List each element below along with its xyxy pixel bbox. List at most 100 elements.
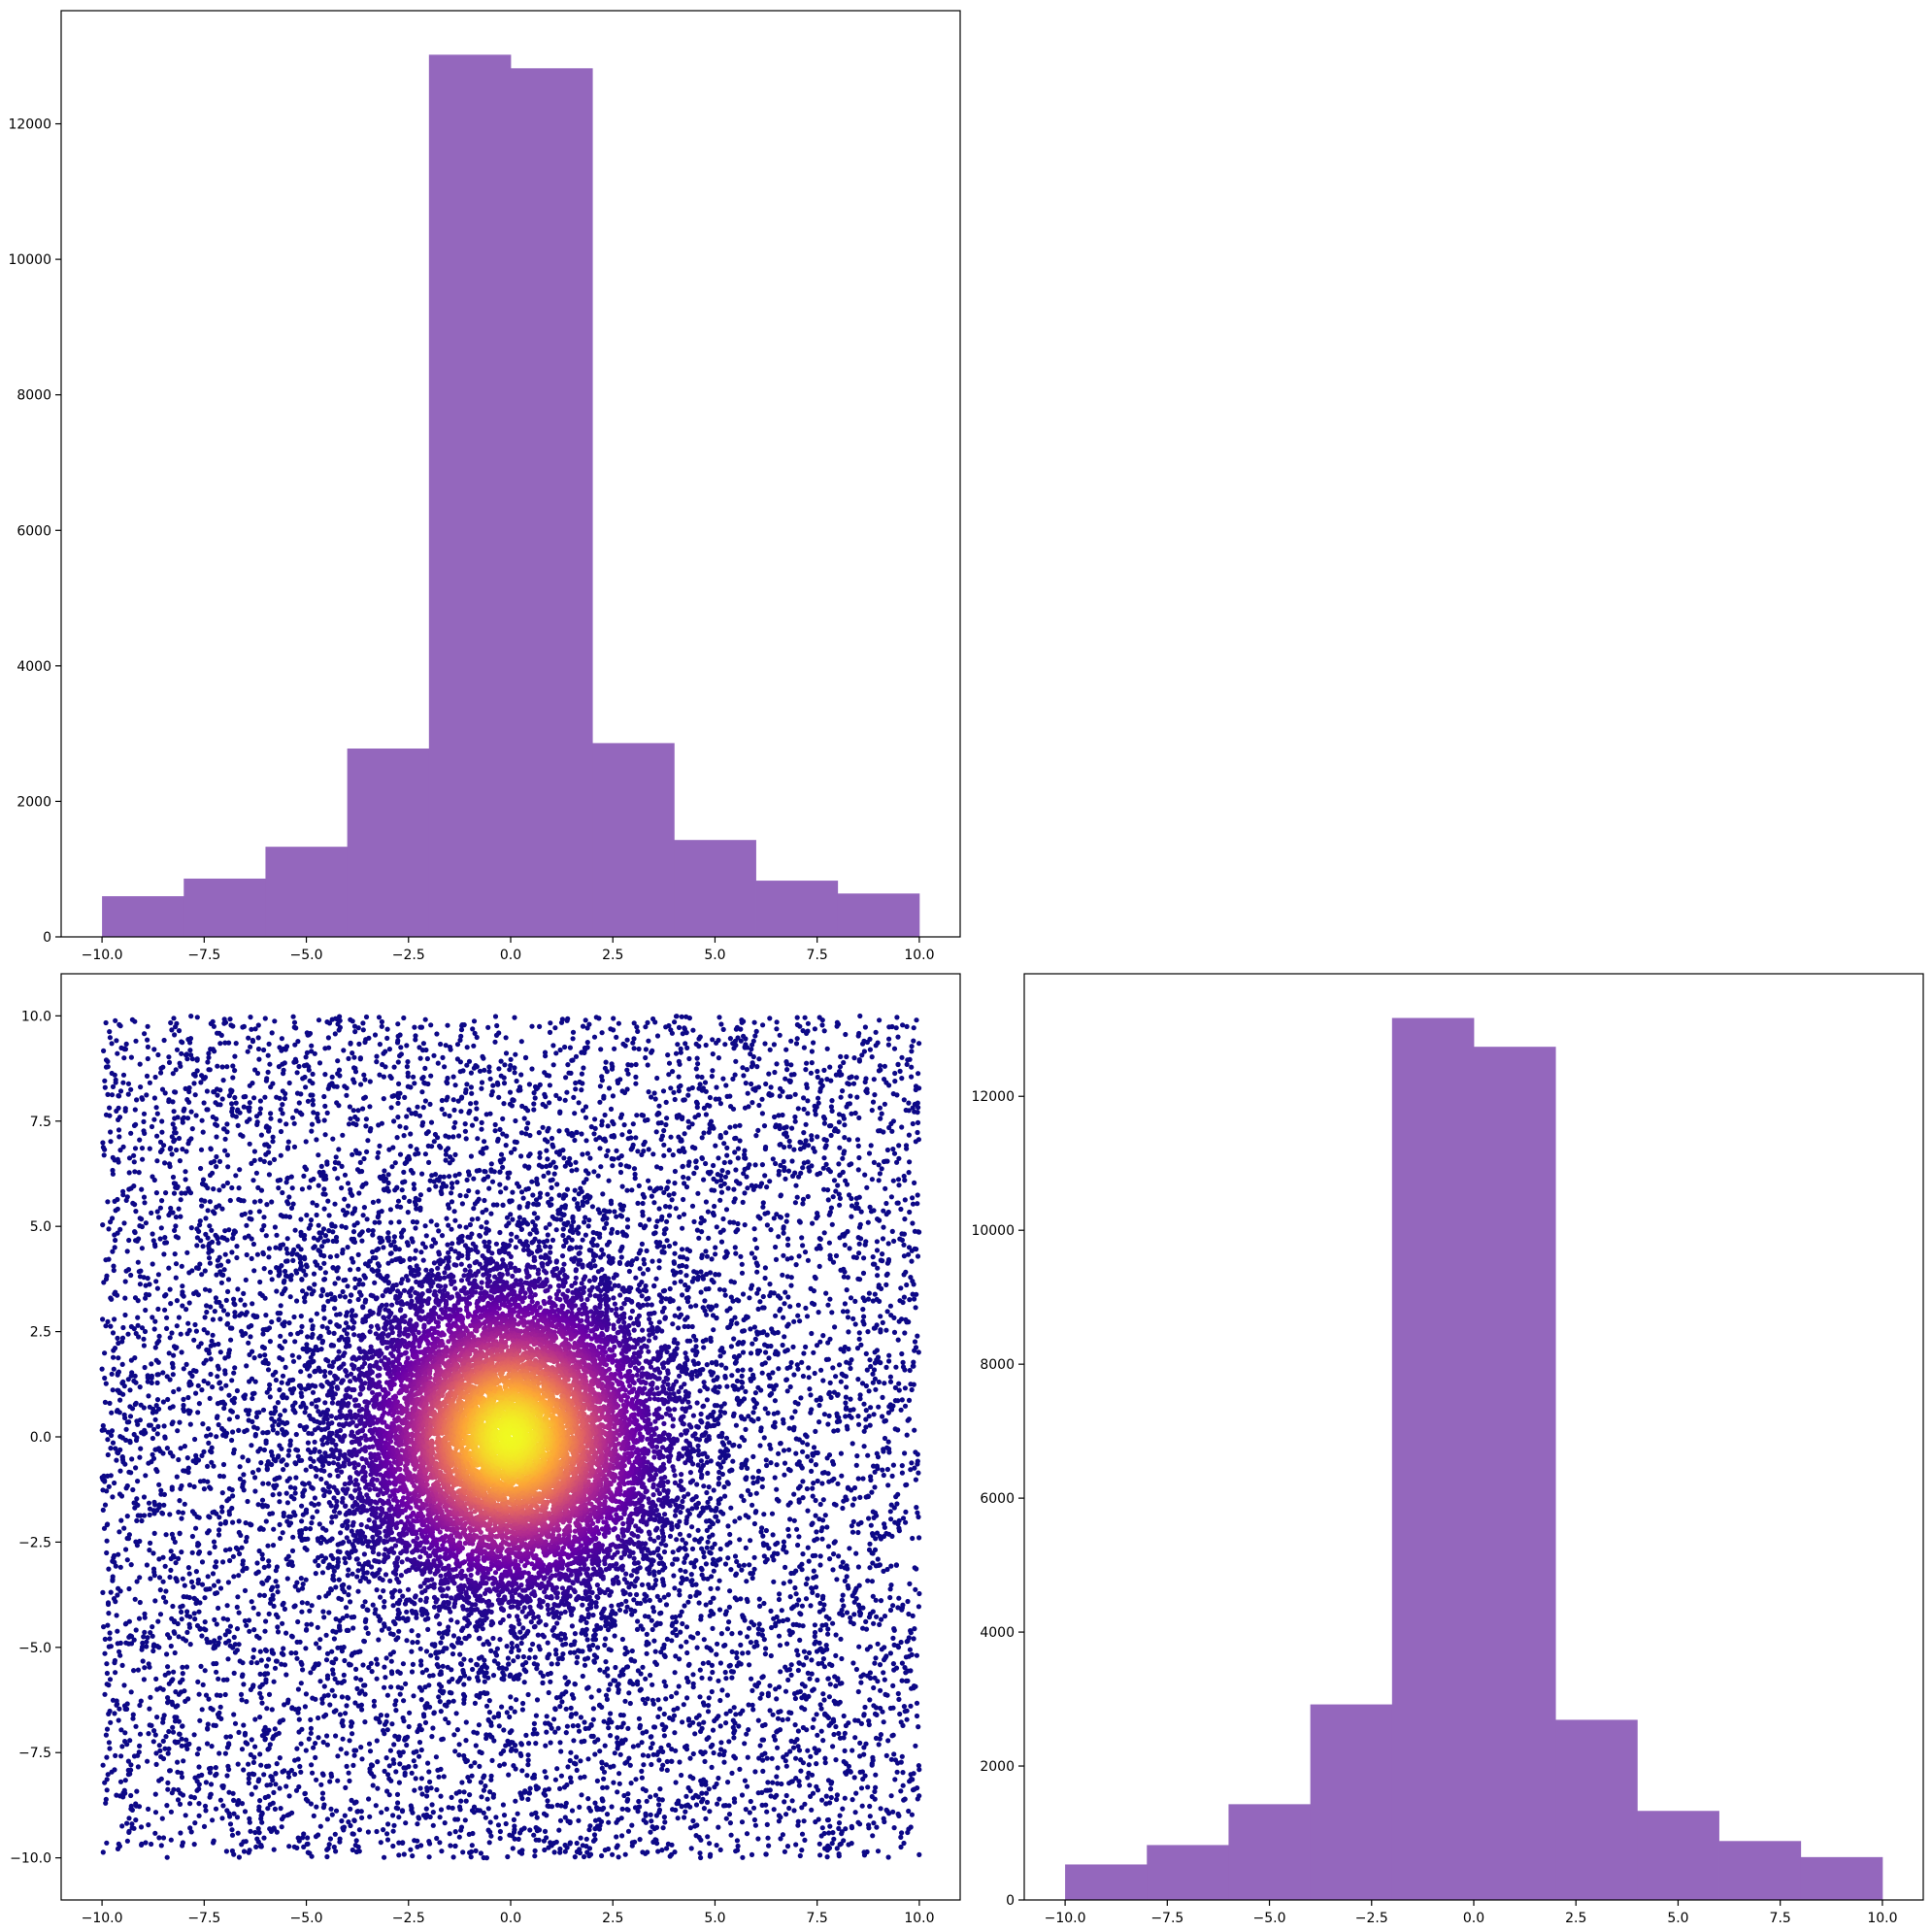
scatter-point (912, 1109, 917, 1115)
scatter-point (464, 1045, 470, 1050)
scatter-point (574, 1840, 580, 1847)
scatter-point (342, 1813, 348, 1818)
scatter-point (182, 1444, 187, 1449)
scatter-point (186, 1084, 192, 1091)
scatter-point (244, 1118, 250, 1124)
scatter-point (113, 1017, 118, 1023)
scatter-point (281, 1071, 286, 1077)
scatter-point (579, 1792, 584, 1798)
scatter-point (901, 1294, 908, 1300)
scatter-point (279, 1824, 284, 1830)
scatter-point (135, 1667, 141, 1673)
scatter-point (913, 1477, 919, 1482)
scatter-point (413, 1763, 418, 1769)
scatter-point (896, 1183, 902, 1188)
scatter-point (532, 1095, 538, 1101)
scatter-point (246, 1617, 252, 1623)
scatter-point (323, 1176, 329, 1182)
scatter-point (855, 1476, 861, 1482)
scatter-point (481, 1055, 486, 1061)
scatter-point (346, 1770, 351, 1776)
scatter-point (872, 1349, 878, 1355)
scatter-point (395, 1059, 401, 1065)
scatter-point (875, 1849, 882, 1854)
scatter-point (311, 1176, 316, 1183)
scatter-point (242, 1809, 249, 1815)
scatter-point (860, 1270, 867, 1276)
scatter-point (625, 1062, 631, 1068)
scatter-point (621, 1089, 628, 1096)
scatter-point (257, 1715, 263, 1720)
scatter-point (733, 1712, 739, 1717)
scatter-point (179, 1482, 184, 1489)
scatter-point (280, 1717, 286, 1723)
scatter-point (434, 1786, 440, 1793)
scatter-point (277, 1785, 283, 1791)
scatter-point (783, 1751, 789, 1757)
scatter-point (615, 1740, 620, 1746)
scatter-point (180, 1840, 185, 1846)
scatter-point (202, 1595, 208, 1601)
scatter-point (423, 1806, 429, 1812)
scatter-point (897, 1068, 903, 1074)
scatter-point (868, 1405, 874, 1411)
scatter-point (257, 1751, 263, 1757)
scatter-point (823, 1290, 829, 1296)
scatter-point (319, 1771, 325, 1777)
scatter-point (417, 1055, 423, 1061)
scatter-point (496, 1066, 502, 1072)
scatter-point (815, 1074, 820, 1081)
scatter-point (396, 1815, 402, 1820)
scatter-point (337, 1836, 343, 1842)
scatter-point (796, 1779, 802, 1784)
scatter-point (646, 1753, 651, 1759)
scatter-point (500, 1802, 507, 1808)
scatter-point (136, 1170, 142, 1176)
scatter-point (358, 1745, 364, 1750)
scatter-point (683, 1793, 689, 1799)
scatter-point (172, 1227, 178, 1233)
scatter-point (799, 1705, 805, 1711)
scatter-point (795, 1744, 801, 1749)
scatter-point (353, 1748, 359, 1753)
scatter-point (730, 1076, 736, 1082)
scatter-point (141, 1634, 147, 1640)
scatter-point (395, 1115, 401, 1120)
scatter-point (332, 1166, 338, 1172)
scatter-point (862, 1024, 869, 1030)
scatter-point (661, 1127, 667, 1134)
scatter-point (175, 1703, 181, 1709)
scatter-point (709, 1688, 715, 1695)
scatter-point (547, 1100, 552, 1106)
scatter-point (532, 1853, 538, 1859)
scatter-point (133, 1400, 139, 1406)
scatter-point (723, 1720, 729, 1726)
scatter-point (703, 1815, 709, 1821)
scatter-point (301, 1173, 307, 1179)
scatter-point (131, 1668, 137, 1674)
scatter-point (877, 1063, 883, 1069)
scatter-point (784, 1061, 790, 1067)
scatter-point (145, 1635, 150, 1641)
scatter-point (554, 1766, 560, 1772)
scatter-point (568, 1775, 574, 1781)
scatter-point (800, 1551, 806, 1557)
scatter-point (812, 1026, 818, 1032)
scatter-point (657, 1786, 663, 1792)
scatter-point (840, 1155, 846, 1161)
scatter-point (155, 1359, 161, 1365)
scatter-point (107, 1630, 113, 1636)
scatter-point (909, 1074, 915, 1080)
scatter-point (624, 1807, 630, 1813)
scatter-point (147, 1080, 152, 1085)
scatter-point (674, 1115, 681, 1120)
scatter-point (849, 1502, 856, 1508)
scatter-point (507, 1067, 513, 1073)
scatter-point (408, 1084, 414, 1090)
scatter-point (904, 1061, 910, 1067)
scatter-point (174, 1298, 180, 1304)
scatter-point (612, 1046, 617, 1051)
scatter-point (739, 1019, 745, 1025)
scatter-point (145, 1023, 150, 1029)
scatter-point (889, 1733, 895, 1739)
